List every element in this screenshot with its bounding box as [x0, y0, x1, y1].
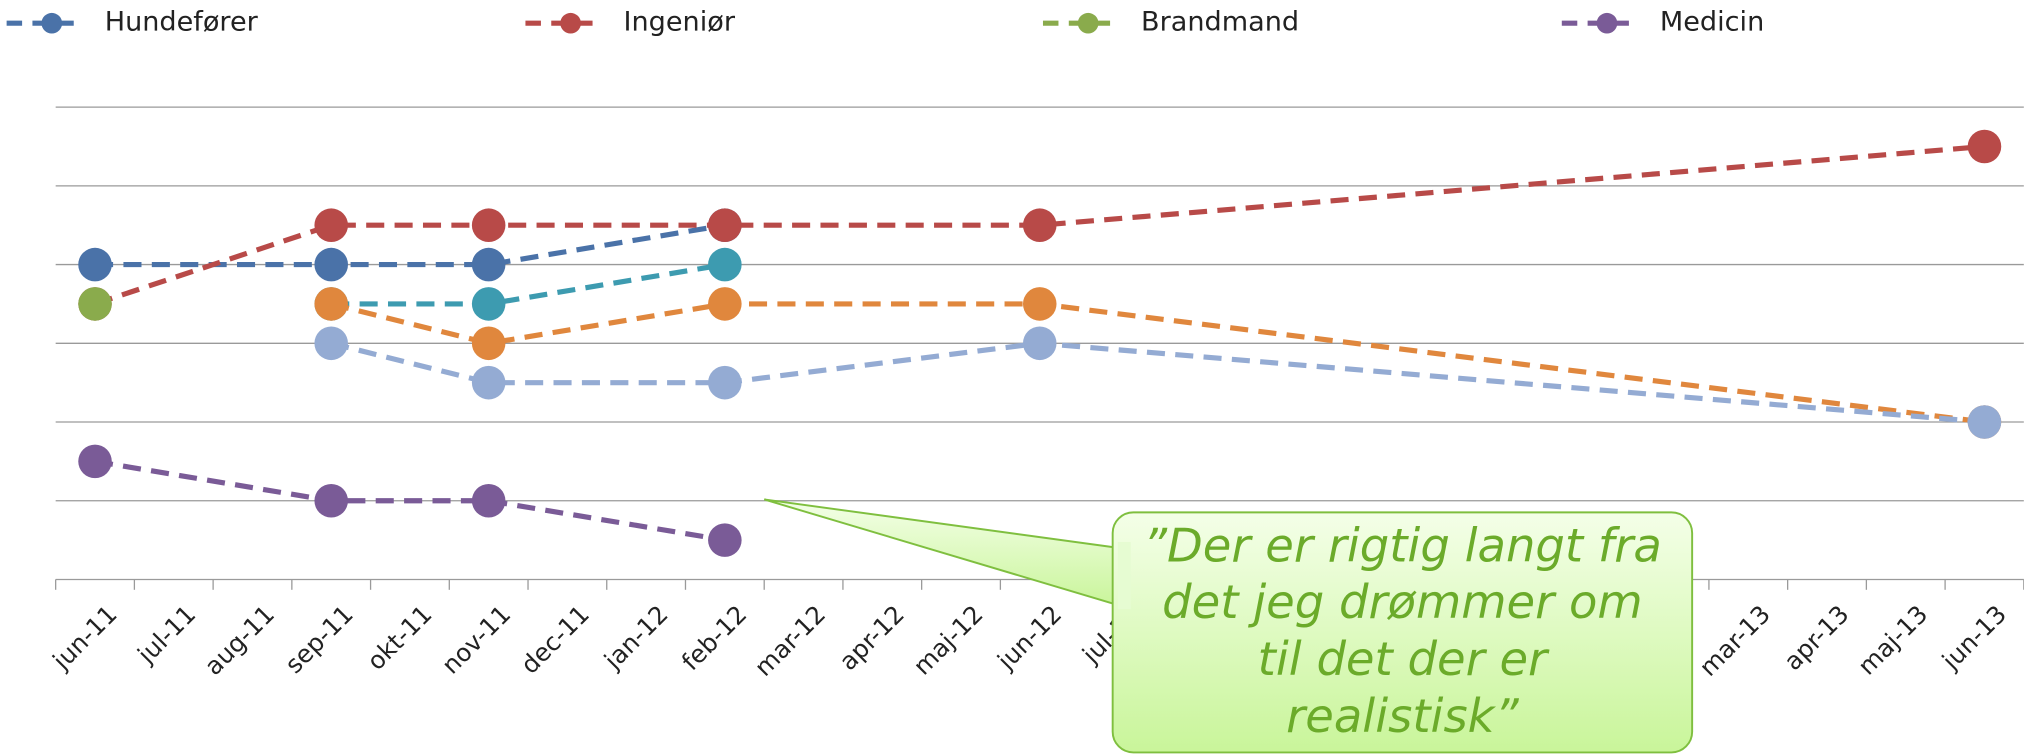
legend-marker — [1596, 12, 1618, 34]
annotation: ”Der er rigtig langt fra det jeg drømmer… — [1142, 520, 1662, 744]
x-tick-label: sep-11 — [279, 599, 359, 679]
x-tick-label: jun-12 — [991, 599, 1067, 675]
callout-box — [1111, 511, 1694, 754]
legend-label: Brandmand — [1141, 7, 1299, 38]
data-point — [314, 208, 348, 242]
data-point — [78, 287, 112, 321]
data-point — [78, 444, 112, 479]
series-line — [95, 222, 726, 268]
data-point — [708, 523, 742, 557]
series-line — [330, 301, 1985, 425]
x-tick-label: maj-12 — [907, 599, 988, 680]
data-point — [1022, 208, 1057, 242]
x-tick-label: okt-11 — [361, 599, 437, 675]
series-line — [330, 340, 1985, 425]
series-line — [331, 262, 726, 307]
callout-pointer — [763, 498, 1124, 608]
data-point — [314, 326, 348, 361]
callout-joint — [1117, 542, 1131, 610]
data-point — [471, 247, 506, 282]
data-point — [314, 247, 348, 282]
data-point — [471, 326, 506, 361]
data-point — [1967, 129, 2002, 164]
x-tick-label: mar-13 — [1694, 599, 1776, 681]
data-point — [708, 208, 742, 242]
series-line — [94, 458, 726, 543]
x-tick-label: aug-11 — [199, 599, 280, 680]
data-point — [471, 287, 506, 321]
callout-holder: ”Der er rigtig langt fra det jeg drømmer… — [1142, 520, 1662, 744]
legend-label: Ingeniør — [624, 7, 736, 38]
legend-marker — [41, 12, 63, 34]
x-tick-label: jul-11 — [131, 599, 201, 669]
legend-marker — [560, 12, 581, 34]
x-tick-label: jun-13 — [1936, 599, 2012, 675]
data-point — [314, 483, 348, 518]
data-point — [708, 287, 742, 321]
data-point — [1967, 405, 2002, 439]
x-tick-label: jun-11 — [46, 599, 122, 675]
x-tick-label: feb-12 — [676, 599, 753, 676]
x-tick-label: mar-12 — [749, 599, 831, 681]
legend-label: Hundefører — [105, 7, 259, 38]
data-point — [1022, 287, 1057, 321]
series-line — [94, 143, 1985, 307]
x-tick-label: apr-12 — [833, 599, 909, 675]
data-point — [708, 247, 742, 282]
x-tick-label: apr-13 — [1778, 599, 1854, 675]
legend-label: Medicin — [1660, 7, 1764, 38]
data-point — [78, 247, 112, 282]
x-tick-label: maj-13 — [1852, 599, 1933, 680]
legend-marker — [1077, 12, 1099, 34]
data-point — [471, 208, 506, 242]
x-tick-label: jan-12 — [598, 599, 674, 675]
data-point — [471, 483, 506, 518]
x-tick-label: dec-11 — [515, 599, 595, 679]
data-point — [314, 287, 348, 321]
data-point — [471, 365, 506, 400]
x-tick-label: nov-11 — [436, 599, 516, 679]
data-point — [708, 365, 742, 400]
data-point — [1022, 326, 1057, 361]
